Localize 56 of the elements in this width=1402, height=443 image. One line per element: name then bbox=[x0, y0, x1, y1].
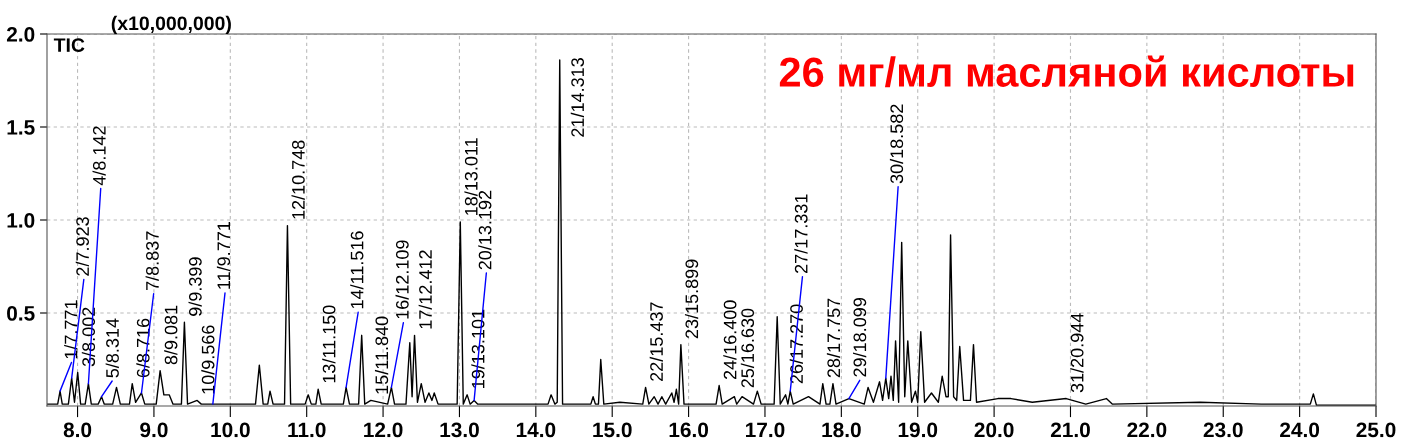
x-tick-label: 20.0 bbox=[974, 422, 1014, 438]
x-tick-label: 10.0 bbox=[211, 422, 250, 438]
x-tick-label: 13.0 bbox=[440, 422, 479, 438]
annotation: (x10,000,000) bbox=[111, 15, 231, 34]
annotation: 20/13.192 bbox=[478, 190, 492, 270]
annotation: 6/8.716 bbox=[136, 318, 150, 378]
y-tick-label: 2.0 bbox=[6, 27, 35, 42]
x-tick-label: 25.0 bbox=[1356, 422, 1396, 438]
x-tick-label: 21.0 bbox=[1050, 422, 1090, 438]
x-tick-label: 8.0 bbox=[63, 422, 92, 438]
annotation: TIC bbox=[53, 38, 85, 52]
x-tick-label: 19.0 bbox=[898, 422, 938, 438]
annotation: 27/17.331 bbox=[794, 194, 808, 273]
annotation: 28/17.757 bbox=[826, 298, 841, 378]
annotation: 11/9.771 bbox=[216, 222, 231, 289]
annotation: 4/8.142 bbox=[92, 126, 106, 186]
x-tick-label: 12.0 bbox=[364, 422, 403, 438]
annotation: 2/7.923 bbox=[75, 217, 90, 276]
annotation: 13/11.150 bbox=[322, 305, 336, 383]
x-tick-label: 23.0 bbox=[1203, 422, 1243, 438]
annotation: 15/11.840 bbox=[374, 316, 389, 394]
x-tick-label: 16.0 bbox=[669, 422, 709, 438]
annotation: 7/8.837 bbox=[145, 231, 159, 291]
y-tick-label: 1.5 bbox=[7, 120, 35, 135]
annotation: 26/17.270 bbox=[789, 304, 803, 384]
annotation: 8/9.081 bbox=[164, 305, 178, 365]
x-tick-label: 14.0 bbox=[516, 422, 556, 438]
annotation: 25/16.630 bbox=[740, 308, 755, 388]
annotation: 16/12.109 bbox=[395, 240, 409, 319]
annotation: 21/14.313 bbox=[570, 58, 585, 137]
annotation: 29/18.099 bbox=[852, 298, 867, 377]
x-tick-label: 22.0 bbox=[1127, 422, 1167, 438]
annotation: 31/20.944 bbox=[1070, 313, 1084, 393]
annotation: 30/18.582 bbox=[889, 104, 904, 184]
x-tick-label: 24.0 bbox=[1280, 422, 1320, 438]
x-tick-label: 18.0 bbox=[822, 422, 861, 438]
annotation: 18/13.011 bbox=[464, 138, 478, 215]
annotation: 1/7.771 bbox=[64, 300, 78, 359]
chart-title: 26 мг/мл масляной кислоты bbox=[779, 55, 1354, 88]
x-tick-label: 9.0 bbox=[140, 422, 168, 438]
annotation: 22/15.437 bbox=[649, 302, 663, 381]
annotation: 9/9.399 bbox=[188, 257, 202, 316]
annotation: 14/11.516 bbox=[350, 231, 364, 309]
x-tick-label: 15.0 bbox=[593, 422, 632, 438]
x-tick-label: 11.0 bbox=[288, 422, 326, 438]
x-tick-label: 17.0 bbox=[746, 422, 785, 438]
annotation: 19/13.101 bbox=[471, 309, 485, 388]
annotation: 24/16.400 bbox=[723, 300, 737, 380]
annotation: 3/8.002 bbox=[81, 307, 96, 367]
y-tick-label: 0.5 bbox=[7, 306, 35, 321]
annotation: 17/12.412 bbox=[418, 250, 432, 329]
annotation: 12/10.748 bbox=[291, 140, 305, 219]
annotation: 10/9.566 bbox=[201, 325, 215, 394]
annotation: 23/15.899 bbox=[684, 259, 699, 339]
annotation: 5/8.314 bbox=[105, 318, 119, 378]
y-tick-label: 1.0 bbox=[7, 213, 35, 228]
